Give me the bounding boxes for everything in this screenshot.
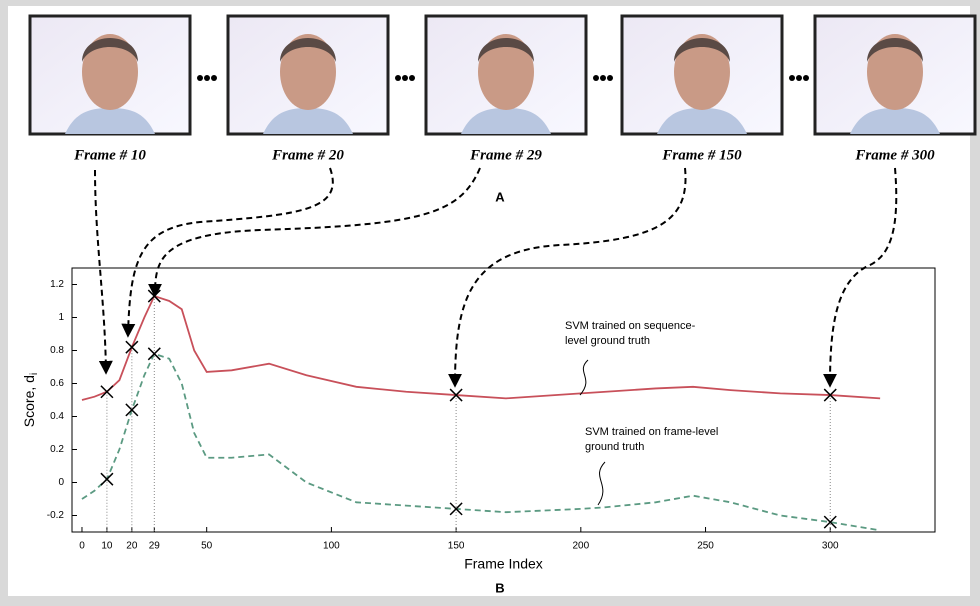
point-marker <box>449 502 463 516</box>
shirt <box>263 108 353 134</box>
ellipsis-dot <box>600 75 606 81</box>
ellipsis-dot <box>402 75 408 81</box>
arrows <box>94 167 898 388</box>
annotation: SVM trained on frame-level <box>585 426 718 438</box>
ellipsis-dot <box>789 75 795 81</box>
ellipsis-dot <box>204 75 210 81</box>
annotation: SVM trained on sequence- <box>565 320 696 332</box>
x-tick-label: 150 <box>448 541 465 552</box>
hair <box>82 38 138 62</box>
hair <box>280 38 336 62</box>
ellipsis-dot <box>593 75 599 81</box>
y-tick-label: 1.2 <box>50 279 64 290</box>
x-tick-label: 250 <box>697 541 714 552</box>
y-tick-label: 1 <box>58 312 64 323</box>
shirt <box>850 108 940 134</box>
frame-label: Frame # 29 <box>469 147 542 163</box>
series-line <box>81 352 881 532</box>
x-tick-label: 200 <box>572 541 589 552</box>
y-tick-label: 0.2 <box>50 444 64 455</box>
annotation: ground truth <box>585 441 644 453</box>
face <box>82 34 138 110</box>
point-marker <box>125 340 139 354</box>
frame: Frame # 29 <box>424 14 613 163</box>
x-tick-label: 50 <box>201 541 213 552</box>
point-marker <box>147 347 161 361</box>
ellipsis-dot <box>395 75 401 81</box>
frame: Frame # 10 <box>28 14 217 163</box>
point-marker <box>125 403 139 417</box>
face <box>478 34 534 110</box>
point-marker <box>147 289 161 303</box>
y-tick-label: -0.2 <box>47 510 65 521</box>
face <box>280 34 336 110</box>
point-marker <box>823 515 837 529</box>
ellipsis-dot <box>197 75 203 81</box>
x-tick-label: 0 <box>79 541 85 552</box>
ellipsis-dot <box>211 75 217 81</box>
frames: Frame # 10 Frame # 20 Frame # 29 Frame # 15… <box>28 14 977 163</box>
frame-label: Frame # 300 <box>854 147 935 163</box>
frame: Frame # 150 <box>620 14 809 163</box>
ellipsis-dot <box>803 75 809 81</box>
x-tick-label: 29 <box>149 541 161 552</box>
hair <box>867 38 923 62</box>
x-tick-label: 300 <box>822 541 839 552</box>
frame-label: Frame # 10 <box>73 147 146 163</box>
y-tick-label: 0.6 <box>50 378 64 389</box>
hair <box>674 38 730 62</box>
ellipsis-dot <box>607 75 613 81</box>
face <box>867 34 923 110</box>
point-marker <box>100 385 114 399</box>
y-axis-label: Score, di <box>21 373 40 427</box>
annotation-pointer <box>579 359 589 396</box>
x-axis-label: Frame Index <box>464 556 543 572</box>
point-marker <box>100 472 114 486</box>
shirt <box>65 108 155 134</box>
x-tick-label: 20 <box>126 541 138 552</box>
y-axis-label-sub: i <box>29 373 40 375</box>
ellipsis-dot <box>796 75 802 81</box>
point-marker <box>823 388 837 402</box>
frame: Frame # 300 <box>813 14 977 163</box>
panel-label: B <box>495 580 504 595</box>
frame-label: Frame # 20 <box>271 147 344 163</box>
y-tick-label: 0.4 <box>50 411 64 422</box>
point-marker <box>449 388 463 402</box>
series-line <box>81 294 881 401</box>
shirt <box>657 108 747 134</box>
face <box>674 34 730 110</box>
x-tick-label: 10 <box>101 541 113 552</box>
plot-area <box>71 267 936 533</box>
panel-label: A <box>495 189 505 204</box>
hair <box>478 38 534 62</box>
y-tick-label: 0 <box>58 477 64 488</box>
chart: 0 10 20 29 50 100 150 200 250 300 -0.2 0 0.2 0.4 0.6 0.… <box>21 267 936 572</box>
annotation: level ground truth <box>565 335 650 347</box>
y-axis-label-text: Score, d <box>21 375 37 427</box>
ellipsis-dot <box>409 75 415 81</box>
y-tick-label: 0.8 <box>50 345 64 356</box>
annotation-pointer <box>597 461 606 506</box>
x-tick-label: 100 <box>323 541 340 552</box>
frame: Frame # 20 <box>226 14 415 163</box>
shirt <box>461 108 551 134</box>
frame-label: Frame # 150 <box>661 147 742 163</box>
